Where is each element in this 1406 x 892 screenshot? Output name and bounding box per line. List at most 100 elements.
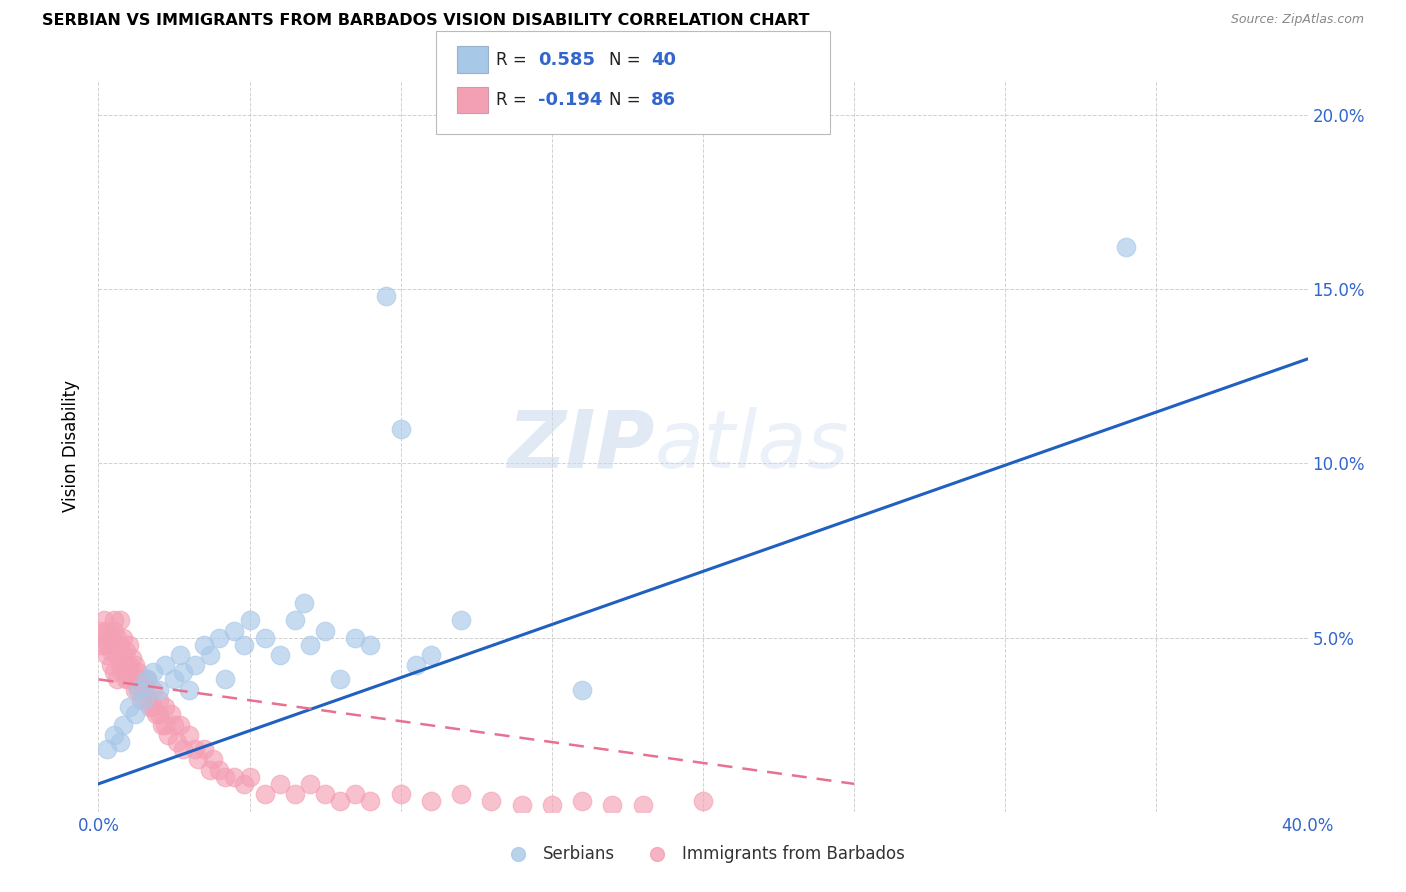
- Point: [200, 648, 222, 662]
- Point: [284, 613, 307, 627]
- Point: [124, 673, 146, 687]
- Point: [153, 717, 176, 731]
- Point: [179, 682, 201, 697]
- Point: [111, 648, 134, 662]
- Point: [239, 770, 262, 784]
- Point: [135, 673, 157, 687]
- Point: [389, 421, 412, 435]
- Point: [108, 658, 131, 673]
- Point: [142, 700, 165, 714]
- Point: [142, 682, 165, 697]
- Text: 86: 86: [651, 91, 676, 109]
- Point: [169, 648, 191, 662]
- Text: 0.585: 0.585: [538, 51, 596, 69]
- Point: [124, 682, 146, 697]
- Point: [187, 752, 209, 766]
- Text: N =: N =: [609, 91, 645, 109]
- Point: [96, 624, 118, 638]
- Point: [214, 770, 236, 784]
- Point: [105, 673, 128, 687]
- Point: [111, 665, 134, 680]
- Text: -0.194: -0.194: [538, 91, 603, 109]
- Point: [114, 673, 136, 687]
- Point: [344, 631, 367, 645]
- Point: [103, 624, 125, 638]
- Point: [389, 787, 412, 801]
- Point: [184, 742, 207, 756]
- Point: [108, 613, 131, 627]
- Legend: Serbians, Immigrants from Barbados: Serbians, Immigrants from Barbados: [495, 838, 911, 869]
- Point: [160, 707, 183, 722]
- Point: [132, 693, 155, 707]
- Point: [284, 787, 307, 801]
- Point: [208, 631, 231, 645]
- Point: [481, 794, 503, 808]
- Point: [253, 787, 276, 801]
- Point: [450, 613, 472, 627]
- Point: [103, 613, 125, 627]
- Point: [202, 752, 225, 766]
- Point: [224, 770, 246, 784]
- Point: [148, 707, 170, 722]
- Point: [139, 700, 162, 714]
- Point: [118, 658, 141, 673]
- Point: [269, 777, 291, 791]
- Point: [193, 742, 215, 756]
- Point: [166, 735, 188, 749]
- Point: [121, 665, 143, 680]
- Point: [253, 631, 276, 645]
- Point: [148, 682, 170, 697]
- Point: [93, 631, 115, 645]
- Point: [118, 638, 141, 652]
- Point: [292, 596, 315, 610]
- Point: [450, 787, 472, 801]
- Point: [200, 763, 222, 777]
- Point: [103, 638, 125, 652]
- Point: [571, 682, 593, 697]
- Point: [114, 644, 136, 658]
- Point: [224, 624, 246, 638]
- Point: [118, 673, 141, 687]
- Text: R =: R =: [496, 91, 533, 109]
- Point: [118, 700, 141, 714]
- Point: [129, 693, 152, 707]
- Point: [405, 658, 427, 673]
- Point: [100, 631, 122, 645]
- Point: [148, 693, 170, 707]
- Point: [124, 658, 146, 673]
- Point: [150, 717, 173, 731]
- Point: [153, 658, 176, 673]
- Point: [142, 665, 165, 680]
- Text: SERBIAN VS IMMIGRANTS FROM BARBADOS VISION DISABILITY CORRELATION CHART: SERBIAN VS IMMIGRANTS FROM BARBADOS VISI…: [42, 13, 810, 29]
- Point: [299, 777, 322, 791]
- Text: Source: ZipAtlas.com: Source: ZipAtlas.com: [1230, 13, 1364, 27]
- Point: [103, 665, 125, 680]
- Point: [163, 673, 186, 687]
- Point: [124, 707, 146, 722]
- Point: [571, 794, 593, 808]
- Point: [169, 717, 191, 731]
- Point: [145, 707, 167, 722]
- Text: 40: 40: [651, 51, 676, 69]
- Point: [156, 728, 179, 742]
- Point: [100, 658, 122, 673]
- Point: [299, 638, 322, 652]
- Point: [631, 797, 654, 812]
- Point: [90, 624, 112, 638]
- Point: [96, 638, 118, 652]
- Point: [602, 797, 624, 812]
- Point: [172, 742, 194, 756]
- Point: [111, 717, 134, 731]
- Point: [540, 797, 562, 812]
- Point: [153, 700, 176, 714]
- Point: [111, 631, 134, 645]
- Point: [96, 648, 118, 662]
- Text: R =: R =: [496, 51, 533, 69]
- Point: [103, 728, 125, 742]
- Point: [510, 797, 533, 812]
- Point: [314, 624, 336, 638]
- Point: [360, 794, 382, 808]
- Text: N =: N =: [609, 51, 645, 69]
- Point: [184, 658, 207, 673]
- Point: [121, 651, 143, 665]
